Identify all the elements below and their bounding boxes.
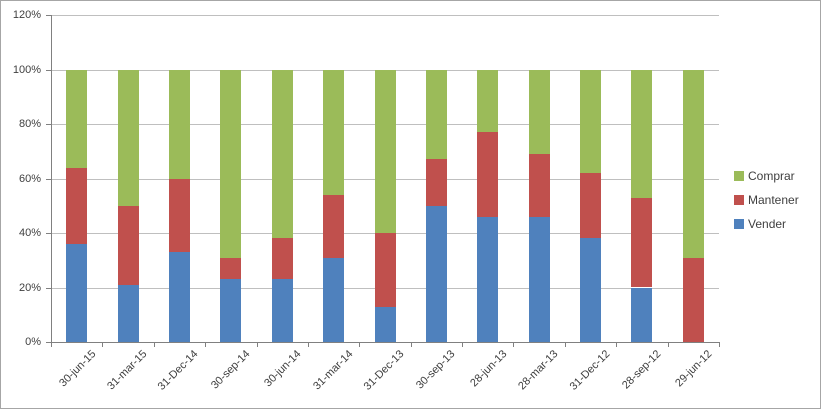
bar-segment-vender (580, 238, 602, 342)
bar-segment-comprar (580, 69, 602, 174)
bar-segment-comprar (271, 69, 293, 239)
y-tick-mark (46, 124, 51, 125)
x-tick-mark (307, 342, 309, 347)
bar-segment-mantener (117, 205, 139, 285)
bar-segment-vender (425, 205, 447, 342)
x-tick-mark (256, 342, 258, 347)
bar-segment-comprar (477, 69, 499, 133)
bar-segment-vender (117, 284, 139, 342)
y-tick-label: 60% (18, 172, 41, 185)
y-tick-mark (46, 69, 51, 71)
bar-segment-comprar (220, 69, 242, 258)
bar-segment-comprar (323, 69, 345, 195)
bar-segment-mantener (66, 167, 88, 244)
y-tick-label: 100% (12, 63, 41, 76)
bar-segment-vender (271, 279, 293, 342)
x-tick-mark (359, 342, 361, 347)
x-tick-mark (51, 342, 52, 347)
legend-item-mantener: Mantener (734, 193, 799, 207)
bar-segment-mantener (477, 132, 499, 217)
y-tick-label: 120% (12, 9, 41, 21)
legend-item-vender: Vender (734, 217, 799, 231)
bar-segment-mantener (374, 233, 396, 307)
x-tick-mark (719, 342, 720, 347)
bar-segment-comprar (168, 69, 190, 179)
x-tick-mark (205, 342, 207, 347)
legend-swatch-comprar (734, 171, 744, 181)
bar-segment-vender (374, 306, 396, 342)
bar-segment-vender (168, 252, 190, 342)
bar-segment-comprar (66, 69, 88, 168)
bar-segment-vender (528, 216, 550, 342)
legend-label-mantener: Mantener (748, 193, 799, 207)
legend-swatch-vender (734, 219, 744, 229)
y-tick-label: 20% (18, 281, 41, 294)
x-tick-mark (462, 342, 464, 347)
legend: Comprar Mantener Vender (734, 169, 799, 231)
bar-segment-vender (220, 279, 242, 342)
bar-segment-mantener (323, 194, 345, 258)
y-tick-mark (46, 15, 51, 16)
y-axis-line (51, 15, 52, 342)
y-tick-mark (46, 233, 51, 234)
x-tick-mark (102, 342, 104, 347)
x-tick-mark (667, 342, 669, 347)
bar-segment-comprar (631, 69, 653, 198)
y-tick-mark (46, 342, 51, 343)
bar-segment-mantener (220, 257, 242, 280)
bar-segment-vender (477, 216, 499, 342)
y-tick-label: 80% (18, 118, 41, 130)
x-axis-line (51, 342, 719, 343)
gridline (51, 15, 719, 16)
bar-segment-mantener (631, 197, 653, 288)
x-tick-mark (564, 342, 566, 347)
legend-label-comprar: Comprar (748, 169, 795, 183)
x-tick-mark (410, 342, 412, 347)
x-tick-mark (153, 342, 155, 347)
x-tick-mark (616, 342, 618, 347)
bar-segment-mantener (580, 173, 602, 239)
y-tick-mark (46, 287, 51, 289)
bar-segment-comprar (528, 69, 550, 154)
x-tick-label: 30-jun-15 (56, 348, 99, 390)
legend-item-comprar: Comprar (734, 169, 799, 183)
y-tick-mark (46, 178, 51, 180)
legend-swatch-mantener (734, 195, 744, 205)
bar-segment-mantener (682, 257, 704, 342)
bar-segment-vender (323, 257, 345, 342)
y-tick-label: 0% (25, 336, 41, 348)
bar-segment-comprar (425, 69, 447, 160)
y-tick-label: 40% (18, 227, 41, 239)
bar-segment-comprar (117, 69, 139, 206)
bar-segment-mantener (168, 178, 190, 253)
bar-segment-comprar (682, 69, 704, 258)
bar-segment-mantener (425, 159, 447, 206)
x-tick-mark (513, 342, 515, 347)
legend-label-vender: Vender (748, 217, 787, 231)
bar-segment-mantener (271, 238, 293, 280)
bar-segment-vender (631, 287, 653, 342)
bar-segment-comprar (374, 69, 396, 233)
bar-segment-vender (66, 243, 88, 342)
bar-segment-mantener (528, 153, 550, 217)
